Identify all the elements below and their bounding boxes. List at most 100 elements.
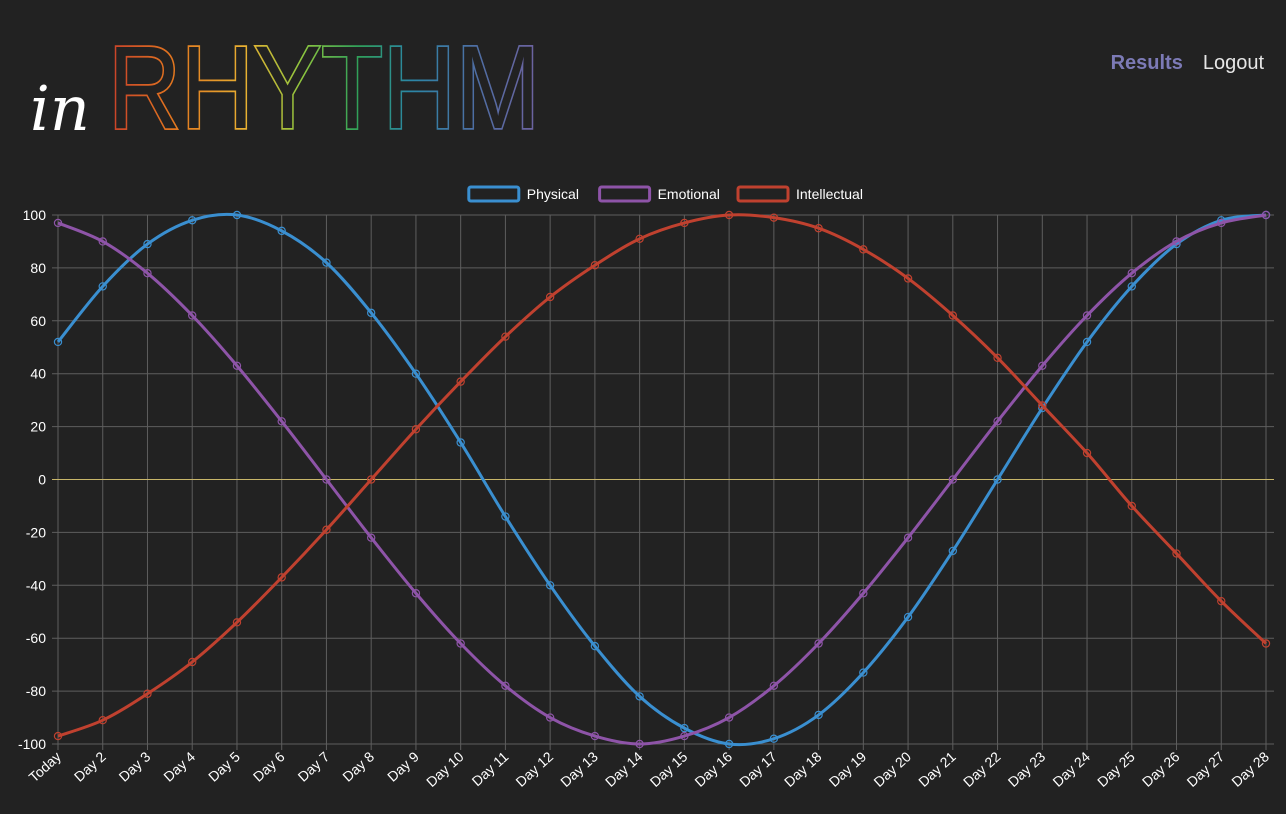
x-tick-label: Day 2 [71, 748, 109, 785]
data-point-physical [1127, 282, 1136, 291]
data-point-emotional [53, 218, 63, 228]
y-tick-label: -20 [26, 524, 46, 540]
data-point-emotional [859, 589, 868, 598]
data-point-physical [680, 723, 689, 733]
y-tick-label: -80 [26, 683, 46, 699]
x-tick-label: Day 11 [469, 748, 512, 789]
legend-label-intellectual[interactable]: Intellectual [796, 186, 863, 202]
x-axis-ticks: Today Day 2 Day 3 Day 4 Day 5 Day 6 Day 7 Day 8… [26, 748, 1273, 790]
data-point-intellectual [232, 618, 242, 627]
data-point-intellectual [859, 245, 868, 254]
y-tick-label: -40 [26, 577, 46, 593]
data-point-physical [545, 581, 555, 590]
data-point-physical [232, 210, 242, 220]
legend-label-emotional[interactable]: Emotional [658, 186, 720, 202]
data-point-physical [724, 739, 734, 749]
x-tick-label: Day 18 [781, 748, 825, 790]
data-point-emotional [188, 311, 197, 320]
data-point-intellectual [1217, 596, 1226, 606]
data-point-intellectual [98, 715, 107, 725]
data-point-emotional [277, 417, 286, 426]
x-tick-label: Day 16 [691, 748, 735, 790]
data-point-emotional [903, 533, 913, 542]
data-point-intellectual [590, 261, 600, 270]
legend-label-physical[interactable]: Physical [527, 186, 579, 202]
x-tick-label: Day 13 [557, 748, 601, 790]
data-point-physical [501, 512, 510, 521]
data-point-emotional [1261, 210, 1271, 220]
data-point-emotional [1172, 237, 1181, 246]
data-point-physical [456, 438, 465, 447]
x-tick-label: Day 21 [915, 748, 959, 790]
data-point-physical [188, 216, 197, 225]
x-tick-label: Day 27 [1184, 748, 1228, 790]
data-point-emotional [814, 639, 823, 648]
x-tick-label: Day 22 [960, 748, 1004, 790]
x-tick-label: Day 10 [423, 748, 467, 790]
data-point-intellectual [993, 353, 1002, 363]
x-tick-label: Day 26 [1139, 748, 1183, 790]
data-point-intellectual [680, 218, 689, 228]
x-tick-label: Day 20 [870, 748, 914, 790]
data-point-physical [590, 641, 600, 651]
y-axis-ticks: 100 80 60 40 20 0 -20 -40 -60 -80 -100 [18, 207, 46, 752]
data-point-intellectual [769, 213, 779, 222]
data-point-emotional [456, 639, 465, 648]
chart-series [53, 210, 1271, 749]
data-point-intellectual [1261, 639, 1271, 648]
data-point-physical [1082, 337, 1092, 347]
data-point-intellectual [501, 332, 510, 341]
data-point-physical [903, 612, 913, 622]
x-tick-label: Day 9 [384, 748, 422, 785]
x-tick-label: Day 19 [826, 748, 870, 790]
data-point-physical [277, 226, 286, 236]
data-point-intellectual [366, 475, 376, 484]
data-point-emotional [724, 713, 734, 722]
series-line-intellectual [57, 213, 1268, 738]
nav-results-link[interactable]: Results [1110, 52, 1183, 74]
data-point-emotional [501, 681, 510, 691]
data-point-emotional [411, 589, 421, 598]
logo-word-outline: RHYTHM [108, 34, 540, 138]
data-point-emotional [680, 731, 689, 741]
series-line-emotional [57, 213, 1267, 746]
data-point-intellectual [1127, 501, 1136, 511]
legend-swatch-emotional[interactable] [598, 185, 652, 203]
data-point-intellectual [143, 689, 152, 698]
data-point-physical [366, 308, 376, 318]
data-point-intellectual [1082, 448, 1092, 458]
x-tick-label: Day 15 [647, 748, 691, 790]
y-tick-label: -100 [18, 736, 46, 752]
data-point-emotional [635, 739, 644, 749]
data-point-physical [814, 710, 823, 720]
data-point-emotional [590, 731, 600, 741]
data-point-emotional [366, 533, 376, 542]
data-point-intellectual [635, 234, 644, 244]
data-point-emotional [993, 417, 1002, 426]
data-point-intellectual [545, 292, 555, 302]
x-tick-label: Day 17 [736, 748, 780, 790]
x-tick-label: Day 24 [1049, 748, 1093, 790]
x-tick-label: Day 12 [512, 748, 556, 790]
x-tick-label: Day 25 [1094, 748, 1138, 790]
data-point-physical [993, 475, 1002, 484]
data-point-emotional [769, 681, 779, 691]
data-point-intellectual [1038, 401, 1047, 410]
x-tick-label: Day 4 [160, 748, 198, 785]
data-point-physical [859, 668, 868, 677]
x-tick-label: Day 28 [1228, 748, 1272, 790]
nav-logout-link[interactable]: Logout [1202, 52, 1264, 74]
data-point-intellectual [411, 425, 421, 434]
legend-swatch-intellectual[interactable] [736, 185, 790, 203]
data-point-emotional [143, 268, 152, 278]
chart-legend: Physical Emotional Intellectual [467, 185, 863, 203]
data-point-intellectual [814, 224, 823, 233]
data-point-intellectual [1172, 549, 1181, 558]
chart-grid [52, 214, 1274, 750]
data-point-emotional [948, 475, 958, 484]
data-point-intellectual [456, 377, 465, 386]
top-nav: Results Logout [1111, 52, 1264, 75]
x-tick-label: Day 5 [205, 748, 243, 785]
legend-swatch-physical[interactable] [467, 185, 521, 203]
data-point-physical [322, 258, 331, 267]
